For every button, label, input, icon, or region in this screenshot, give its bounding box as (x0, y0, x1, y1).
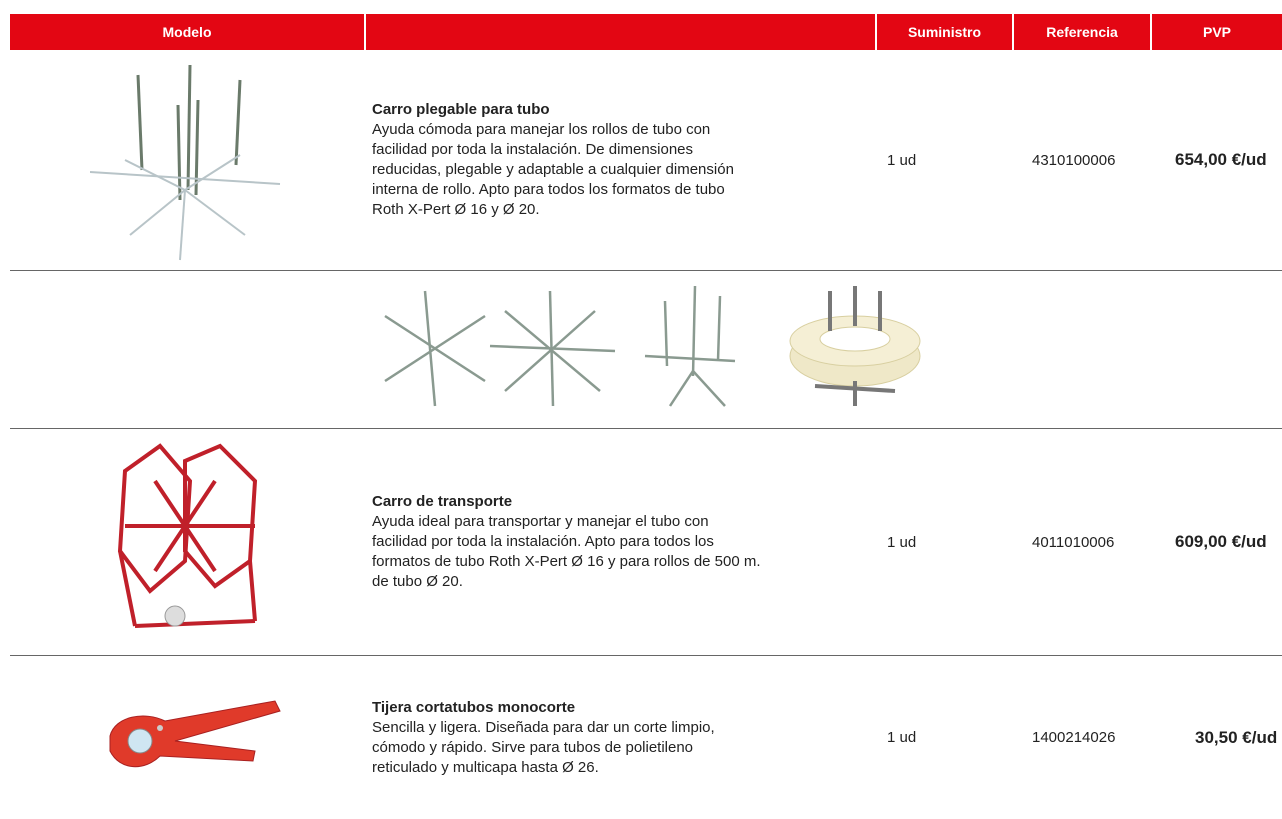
product-title: Carro plegable para tubo (372, 101, 550, 118)
product-image (109, 700, 281, 768)
price: 30,50 €/ud (1195, 727, 1278, 747)
description-line: facilidad por toda la instalación. Apto … (372, 533, 714, 550)
product-text: Carro plegable para tubo Ayuda cómoda pa… (372, 50, 892, 270)
product-row: Tijera cortatubos monocorte Sencilla y l… (10, 656, 1282, 819)
product-row: Carro de transporte Ayuda ideal para tra… (10, 429, 1282, 656)
header-cell: Suministro (877, 14, 1014, 50)
product-image (117, 443, 258, 628)
product-title: Tijera cortatubos monocorte (372, 698, 576, 716)
product-gallery (384, 285, 921, 407)
description-line: formatos de tubo Roth X-Pert Ø 16 y para… (372, 553, 761, 570)
header-cell: Referencia (1014, 14, 1152, 50)
header-cell: PVP (1152, 14, 1282, 50)
reference: 4011010006 (1032, 533, 1115, 551)
product-image (90, 64, 281, 261)
supply: 1 ud (887, 151, 917, 169)
price: 654,00 €/ud (1175, 150, 1267, 169)
product-description: Ayuda ideal para transportar y manejar e… (372, 512, 892, 592)
supply: 1 ud (887, 533, 917, 551)
description-line: Roth X-Pert Ø 16 y Ø 20. (372, 201, 540, 218)
description-line: cómodo y rápido. Sirve para tubos de pol… (372, 738, 694, 756)
description-line: de tubo Ø 20. (372, 573, 463, 590)
reference: 4310100006 (1032, 151, 1116, 169)
product-row: Carro plegable para tubo Ayuda cómoda pa… (10, 50, 1282, 271)
description-line: facilidad por toda la instalación. De di… (372, 141, 694, 158)
product-title: Carro de transporte (372, 493, 513, 510)
description-line: Ayuda ideal para transportar y manejar e… (372, 513, 709, 530)
product-description: Sencilla y ligera. Diseñada para dar un … (372, 718, 892, 778)
description-line: Sencilla y ligera. Diseñada para dar un … (372, 718, 715, 736)
header-cell: Modelo (10, 14, 366, 50)
description-line: reticulado y multicapa hasta Ø 26. (372, 758, 599, 776)
product-description: Ayuda cómoda para manejar los rollos de … (372, 120, 892, 220)
supply: 1 ud (887, 729, 917, 746)
header-cell (366, 14, 877, 50)
image-row (10, 271, 1282, 429)
price: 609,00 €/ud (1175, 532, 1267, 551)
description-line: reducidas, plegable y adaptable a cualqu… (372, 161, 734, 178)
description-line: interna de rollo. Apto para todos los fo… (372, 181, 725, 198)
product-text: Tijera cortatubos monocorte Sencilla y l… (372, 656, 892, 819)
product-text: Carro de transporte Ayuda ideal para tra… (372, 429, 892, 655)
reference: 1400214026 (1032, 729, 1116, 746)
description-line: Ayuda cómoda para manejar los rollos de … (372, 121, 711, 138)
